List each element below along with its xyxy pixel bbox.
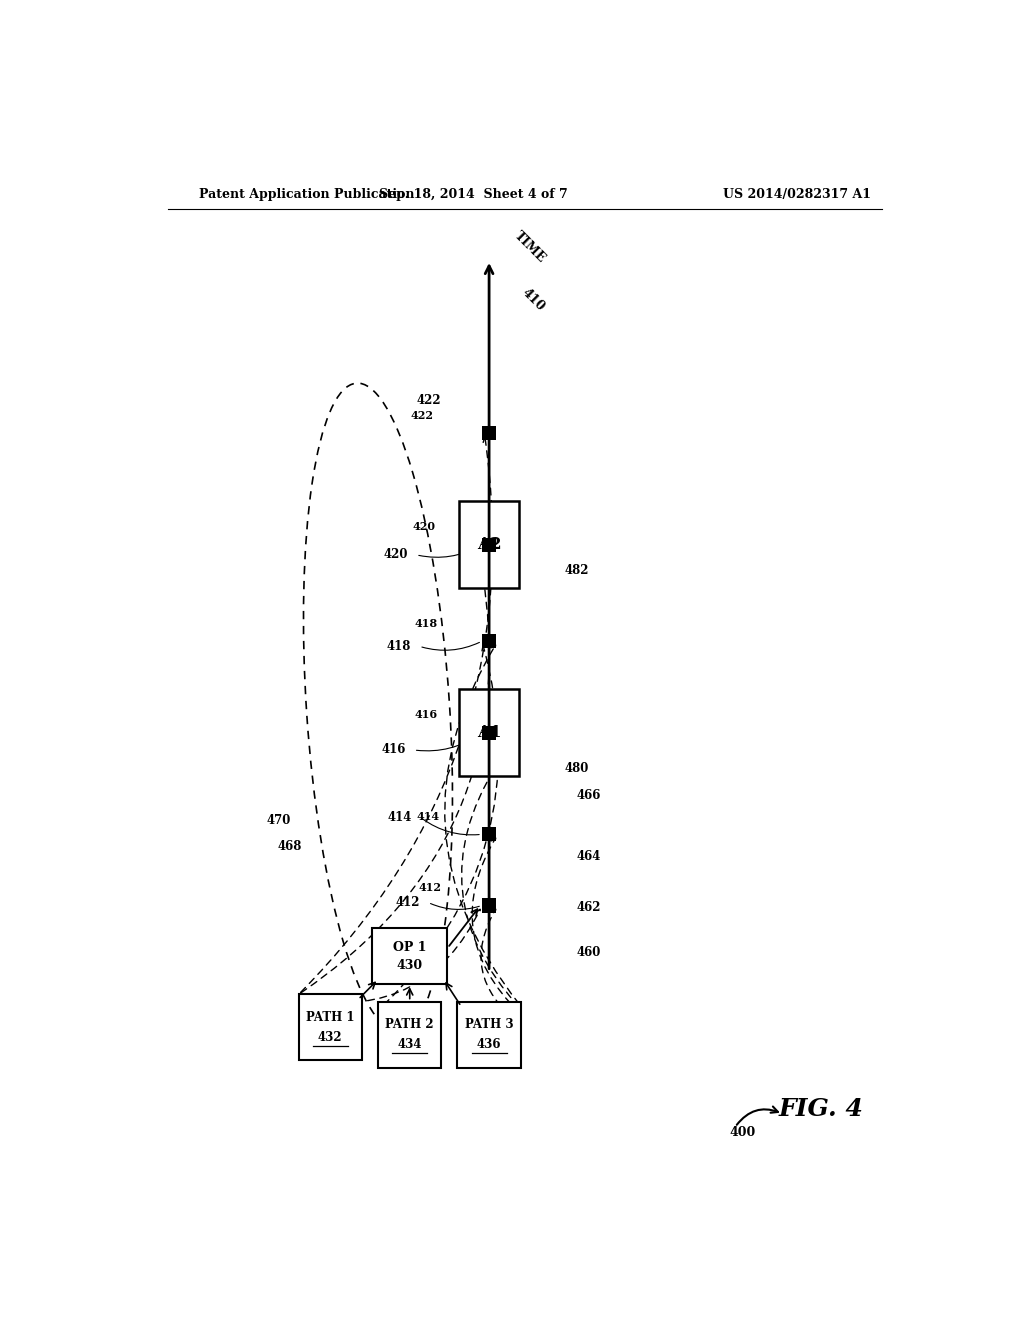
Text: 466: 466 (577, 789, 601, 801)
Bar (299, 994, 362, 1060)
Bar (482, 426, 497, 440)
Bar (482, 537, 497, 552)
Text: 412: 412 (395, 896, 420, 909)
Text: Sep. 18, 2014  Sheet 4 of 7: Sep. 18, 2014 Sheet 4 of 7 (379, 189, 567, 202)
Text: 400: 400 (730, 1126, 756, 1139)
Text: 414: 414 (417, 810, 440, 822)
Text: 414: 414 (388, 810, 412, 824)
Text: PATH 1: PATH 1 (306, 1011, 354, 1024)
Text: 420: 420 (413, 521, 436, 532)
Text: OP 1: OP 1 (393, 941, 426, 953)
Text: 420: 420 (384, 548, 409, 561)
Text: 422: 422 (416, 395, 440, 408)
Text: 412: 412 (419, 882, 441, 894)
Text: 430: 430 (396, 958, 423, 972)
Text: 460: 460 (577, 946, 601, 960)
Text: FIG. 4: FIG. 4 (778, 1097, 863, 1121)
Text: Patent Application Publication: Patent Application Publication (200, 189, 415, 202)
Text: 436: 436 (477, 1039, 502, 1051)
Text: 464: 464 (577, 850, 601, 863)
Text: 418: 418 (387, 640, 412, 653)
Text: 416: 416 (381, 743, 406, 756)
Bar (482, 828, 497, 841)
Bar (460, 502, 519, 587)
Text: 480: 480 (564, 762, 589, 775)
Text: 468: 468 (278, 840, 302, 853)
Bar (460, 689, 519, 776)
Text: 470: 470 (267, 814, 291, 828)
Text: 462: 462 (577, 900, 601, 913)
Text: TIME: TIME (511, 228, 548, 265)
Bar (482, 634, 497, 648)
Bar (482, 726, 497, 739)
Text: PATH 2: PATH 2 (385, 1018, 434, 1031)
Text: 416: 416 (415, 709, 437, 721)
Bar (482, 899, 497, 912)
Bar (378, 1002, 441, 1068)
Text: 434: 434 (397, 1039, 422, 1051)
Text: PATH 3: PATH 3 (465, 1018, 513, 1031)
Text: 482: 482 (564, 564, 589, 577)
Bar (458, 1002, 521, 1068)
Text: A1: A1 (477, 725, 502, 741)
Text: 410: 410 (519, 285, 547, 313)
Text: US 2014/0282317 A1: US 2014/0282317 A1 (723, 189, 871, 202)
Text: A2: A2 (477, 536, 502, 553)
Text: 422: 422 (411, 409, 433, 421)
Text: 418: 418 (415, 618, 437, 630)
Text: 432: 432 (318, 1031, 343, 1044)
Bar (372, 928, 447, 985)
